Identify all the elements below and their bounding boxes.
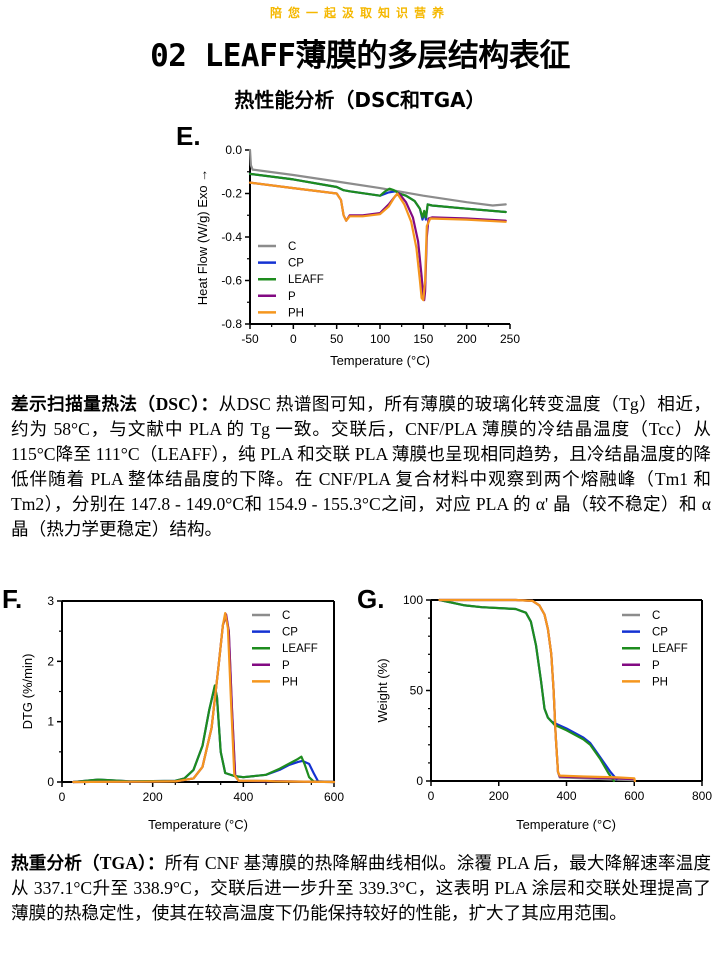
paragraph-tga-body: 所有 CNF 基薄膜的热降解曲线相似。涂覆 PLA 后，最大降解速率温度从 33… (11, 853, 711, 923)
panel-label: E. (176, 121, 201, 151)
y-tick-label: 1 (47, 715, 54, 729)
x-tick-label: 0 (59, 790, 66, 804)
x-tick-label: 0 (428, 789, 435, 803)
legend: C CP LEAFF P PH (258, 241, 324, 319)
paragraph-dsc-body: 从DSC 热谱图可知，所有薄膜的玻璃化转变温度（Tg）相近，约为 58°C，与文… (11, 394, 711, 539)
x-tick-label: 600 (624, 789, 644, 803)
legend-label-p: P (288, 291, 296, 303)
paragraph-tga: 热重分析（TGA）：所有 CNF 基薄膜的热降解曲线相似。涂覆 PLA 后，最大… (11, 851, 711, 926)
page-subtitle: 热性能分析（DSC和TGA） (234, 88, 486, 112)
y-tick-label: -0.6 (221, 274, 242, 288)
series-line-leaff (438, 598, 616, 783)
x-tick-label: 150 (413, 332, 433, 346)
legend-label-p: P (652, 660, 660, 672)
y-tick-label: 3 (47, 594, 54, 608)
banner-slogan: 陪您一起汲取知识营养 (269, 6, 450, 20)
x-tick-label: 400 (556, 789, 576, 803)
series-line-ph (72, 611, 336, 784)
panel-label: G. (357, 584, 384, 614)
x-tick-label: 200 (457, 332, 477, 346)
y-tick-label: -0.2 (221, 187, 242, 201)
page-title: 02 LEAFF薄膜的多层结构表征 (150, 38, 570, 74)
y-tick-label: 2 (47, 654, 54, 668)
series-line-c (248, 148, 507, 207)
x-axis-label: Temperature (°C) (516, 817, 616, 832)
y-tick-label: 0 (416, 774, 423, 788)
legend-label-c: C (652, 610, 660, 622)
y-tick-label: 0 (47, 775, 54, 789)
y-tick-label: -0.4 (221, 230, 242, 244)
legend: C CP LEAFF P PH (252, 610, 318, 688)
x-tick-label: 800 (692, 789, 712, 803)
x-tick-label: 200 (489, 789, 509, 803)
x-tick-label: -50 (241, 332, 259, 346)
y-tick-label: 50 (410, 684, 424, 698)
series-line-leaff (248, 172, 507, 219)
legend-label-cp: CP (282, 627, 298, 639)
y-axis-label: DTG (%/min) (20, 654, 35, 730)
legend-label-leaff: LEAFF (288, 274, 324, 286)
series-line-ph (248, 181, 507, 302)
paragraph-dsc-heading: 差示扫描量热法（DSC）： (11, 394, 219, 414)
series-group (438, 598, 637, 783)
x-tick-label: 600 (324, 790, 344, 804)
x-tick-label: 100 (370, 332, 390, 346)
paragraph-dsc: 差示扫描量热法（DSC）：从DSC 热谱图可知，所有薄膜的玻璃化转变温度（Tg）… (11, 392, 711, 542)
series-line-c (438, 598, 636, 782)
legend-label-cp: CP (288, 258, 304, 270)
x-tick-label: 200 (143, 790, 163, 804)
legend-label-ph: PH (288, 307, 304, 319)
legend-label-c: C (282, 610, 290, 622)
x-tick-label: 250 (500, 332, 520, 346)
y-axis-label: Weight (%) (375, 658, 390, 722)
y-tick-label: 100 (403, 593, 423, 607)
y-tick-label: 0.0 (225, 143, 242, 157)
legend-label-leaff: LEAFF (282, 643, 318, 655)
panel-label: F. (2, 584, 22, 614)
series-line-leaff (72, 684, 336, 784)
x-tick-label: 50 (330, 332, 344, 346)
series-group (248, 148, 507, 302)
series-line-cp (438, 598, 618, 781)
legend-label-p: P (282, 660, 290, 672)
x-tick-label: 0 (290, 332, 297, 346)
paragraph-tga-heading: 热重分析（TGA）： (11, 853, 165, 873)
y-tick-label: -0.8 (221, 317, 242, 331)
series-line-ph (438, 598, 637, 783)
x-axis-label: Temperature (°C) (148, 817, 248, 832)
legend-label-ph: PH (652, 676, 668, 688)
legend-label-ph: PH (282, 676, 298, 688)
x-tick-label: 400 (233, 790, 253, 804)
x-axis-label: Temperature (°C) (330, 353, 430, 368)
legend-label-cp: CP (652, 627, 668, 639)
y-axis-label: Heat Flow (W/g) Exo → (195, 169, 210, 306)
series-group (72, 611, 336, 784)
legend-label-leaff: LEAFF (652, 643, 688, 655)
legend-label-c: C (288, 241, 296, 253)
series-line-p (438, 598, 636, 781)
legend: C CP LEAFF P PH (622, 610, 688, 688)
